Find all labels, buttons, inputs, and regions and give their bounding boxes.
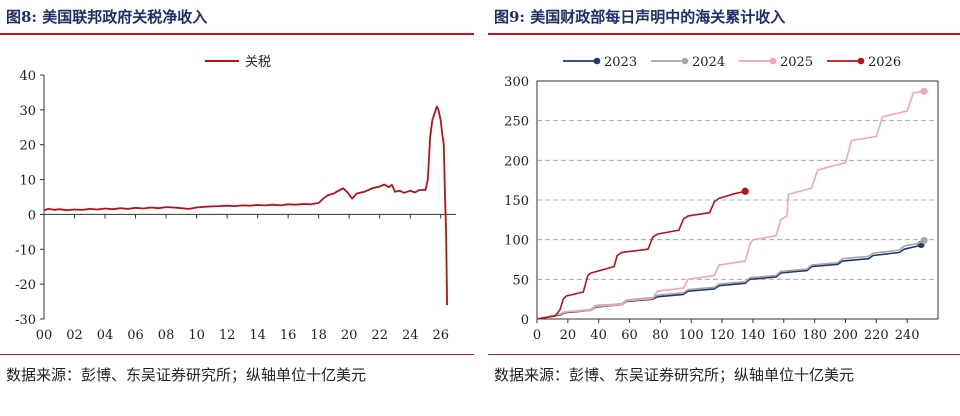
y-tick-label: -30 [15, 313, 36, 328]
x-tick-label: 180 [802, 328, 827, 343]
x-tick-label: 220 [864, 328, 889, 343]
y-tick-label: -10 [15, 243, 36, 258]
legend-label-tariff: 关税 [245, 55, 271, 70]
y-tick-label: 20 [19, 139, 36, 154]
series-line-2025 [536, 90, 925, 320]
legend-marker-2023 [593, 57, 601, 65]
y-tick-label: 30 [19, 104, 36, 119]
y-tick-label: 40 [19, 69, 36, 84]
figure-9-source-note: 数据来源：彭博、东吴证券研究所；纵轴单位十亿美元 [494, 366, 855, 384]
x-tick-label: 0 [533, 328, 541, 343]
x-tick-label: 22 [371, 328, 388, 343]
y-tick-label: -20 [15, 278, 36, 293]
y-tick-label: 50 [512, 273, 529, 288]
x-tick-label: 140 [741, 328, 766, 343]
x-tick-label: 00 [36, 328, 53, 343]
series-endpoint-2024 [920, 236, 928, 245]
title-divider [488, 33, 960, 35]
figure-9-title: 图9: 美国财政部每日声明中的海关累计收入 [494, 8, 786, 26]
y-tick-label: 10 [19, 174, 36, 189]
x-tick-label: 02 [66, 328, 83, 343]
y-tick-label: 250 [504, 115, 529, 130]
y-tick-label: 0 [28, 208, 36, 223]
x-tick-label: 20 [341, 328, 358, 343]
tariff-net-revenue-chart: -30 -20 -10 0 10 20 30 40 00 02 04 06 08 10 12 14 16 18 20… [15, 55, 456, 343]
legend-marker-2025 [769, 57, 777, 65]
figure-8-source-note: 数据来源：彭博、东吴证券研究所；纵轴单位十亿美元 [6, 366, 367, 384]
tariff-series-line [43, 105, 448, 306]
x-tick-label: 06 [127, 328, 144, 343]
x-tick-label: 240 [895, 328, 920, 343]
legend-marker-2026 [857, 57, 865, 65]
x-tick-label: 24 [402, 328, 419, 343]
x-tick-label: 04 [97, 328, 114, 343]
x-tick-label: 40 [590, 328, 607, 343]
x-tick-label: 08 [158, 328, 175, 343]
x-tick-label: 200 [833, 328, 858, 343]
series-endpoint-2026 [741, 187, 749, 195]
legend-label-2026: 2026 [868, 55, 901, 70]
source-divider [488, 354, 960, 355]
y-tick-label: 0 [521, 313, 529, 328]
x-tick-label: 20 [560, 328, 577, 343]
y-tick-label: 100 [504, 234, 529, 249]
x-tick-label: 120 [710, 328, 735, 343]
legend-marker-2024 [681, 57, 689, 65]
y-tick-label: 200 [504, 154, 529, 169]
source-divider [0, 354, 474, 355]
customs-cumulative-revenue-chart: 0 50 100 150 200 250 300 0 20 40 60 80 100 120 140 160 1… [504, 55, 939, 343]
x-tick-label: 16 [280, 328, 297, 343]
x-tick-label: 10 [188, 328, 205, 343]
x-tick-label: 12 [219, 328, 236, 343]
figure-8-title: 图8: 美国联邦政府关税净收入 [6, 8, 208, 26]
x-tick-label: 80 [652, 328, 669, 343]
x-tick-label: 18 [310, 328, 327, 343]
legend-label-2023: 2023 [604, 55, 637, 70]
legend-label-2024: 2024 [692, 55, 725, 70]
figure-9-panel: 图9: 美国财政部每日声明中的海关累计收入 0 50 100 150 200 250 300… [488, 0, 960, 416]
series-endpoint-2025 [920, 87, 928, 95]
series-line-2026 [536, 190, 746, 320]
y-tick-label: 300 [504, 75, 529, 90]
figure-8-panel: 图8: 美国联邦政府关税净收入 -30 -20 -10 0 10 20 30 40 00 02 04… [0, 0, 474, 416]
x-tick-label: 100 [679, 328, 704, 343]
y-tick-label: 150 [504, 194, 529, 209]
title-divider [0, 33, 474, 35]
x-tick-label: 60 [621, 328, 638, 343]
x-tick-label: 26 [432, 328, 449, 343]
x-tick-label: 160 [771, 328, 796, 343]
x-tick-label: 14 [249, 328, 266, 343]
legend-label-2025: 2025 [780, 55, 813, 70]
